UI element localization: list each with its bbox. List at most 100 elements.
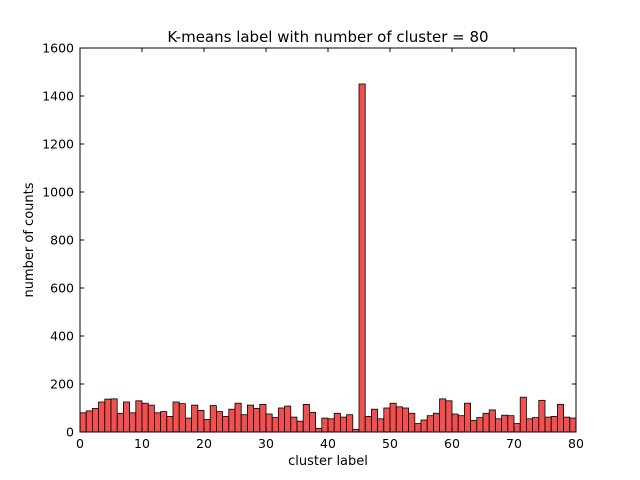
y-tick-label: 1200 [42,137,74,152]
bar-64 [476,417,484,433]
bar-35 [296,420,304,433]
bar-53 [408,412,416,433]
x-tick-label: 10 [134,436,150,451]
bar-49 [383,407,391,433]
x-axis-label: cluster label [288,454,368,469]
y-tick-label: 1000 [42,185,74,200]
bar-62 [463,402,471,433]
bar-36 [302,403,310,433]
y-tick-label: 200 [50,377,74,392]
y-axis-label: number of counts [22,182,37,297]
bar-69 [507,415,515,433]
bar-51 [395,406,403,433]
y-tick-label: 800 [50,233,74,248]
bar-26 [240,414,248,433]
bar-2 [92,408,100,433]
bar-20 [203,419,211,433]
bar-27 [246,404,254,433]
bar-67 [494,418,502,433]
bar-19 [197,409,205,433]
x-tick-label: 70 [506,436,522,451]
bar-46 [364,415,372,433]
bar-14 [166,415,174,433]
bar-22 [215,411,223,433]
bar-71 [519,396,527,433]
bar-40 [327,418,335,433]
bar-24 [228,408,236,433]
bar-75 [544,416,552,433]
bar-8 [129,412,137,433]
bars-group [79,83,577,433]
x-tick-label: 50 [382,436,398,451]
x-tick-label: 60 [444,436,460,451]
bar-13 [160,411,168,433]
y-tick-label: 0 [66,425,74,440]
x-tick-label: 20 [196,436,212,451]
bar-41 [333,412,341,433]
plot-frame [79,47,577,433]
bar-65 [482,412,490,433]
bar-79 [569,417,577,433]
bar-6 [116,412,124,433]
bar-72 [526,418,534,433]
bar-3 [98,401,106,433]
bar-29 [259,403,267,433]
bar-25 [234,402,242,433]
bar-0 [79,412,87,433]
bar-48 [377,418,385,433]
bar-70 [513,423,521,433]
y-tick-label: 1400 [42,89,74,104]
y-tick-label: 600 [50,281,74,296]
bar-5 [110,398,118,433]
y-tick-label: 400 [50,329,74,344]
bar-42 [339,416,347,433]
bar-74 [538,399,546,433]
bar-58 [439,398,447,433]
bar-7 [123,401,131,433]
bar-16 [178,403,186,433]
bar-55 [420,419,428,433]
bar-21 [209,405,217,433]
bar-30 [265,413,273,433]
y-tick-label: 1600 [42,41,74,56]
bar-66 [488,409,496,433]
bar-45 [358,83,366,433]
bar-34 [290,416,298,433]
bar-17 [184,417,192,433]
bar-47 [370,408,378,433]
bar-63 [470,420,478,433]
x-tick-label: 40 [320,436,336,451]
bar-73 [532,417,540,433]
bar-11 [147,404,155,433]
bar-38 [315,427,323,433]
ticks-group: 0 10 20 30 40 50 60 70 8002004006008001000120014… [42,41,584,452]
bar-61 [457,415,465,433]
bar-59 [445,400,453,433]
bar-78 [563,416,571,433]
bar-50 [389,402,397,433]
bar-32 [277,407,285,433]
chart-title: K-means label with number of cluster = 8… [167,28,488,46]
bar-15 [172,401,180,433]
bar-52 [401,407,409,433]
bar-18 [191,404,199,433]
x-tick-label: 80 [568,436,584,451]
x-tick-label: 30 [258,436,274,451]
bar-4 [104,398,112,433]
bar-10 [141,402,149,433]
bar-57 [432,412,440,433]
bar-9 [135,400,143,433]
bar-43 [346,414,354,433]
bar-37 [308,411,316,433]
bar-12 [153,412,161,433]
bar-60 [451,413,459,433]
bar-33 [284,405,292,433]
bar-68 [501,414,509,433]
bar-56 [426,415,434,433]
bar-54 [414,423,422,433]
bar-28 [253,408,261,433]
x-tick-label: 0 [76,436,84,451]
bar-23 [222,415,230,433]
bar-76 [550,415,558,433]
